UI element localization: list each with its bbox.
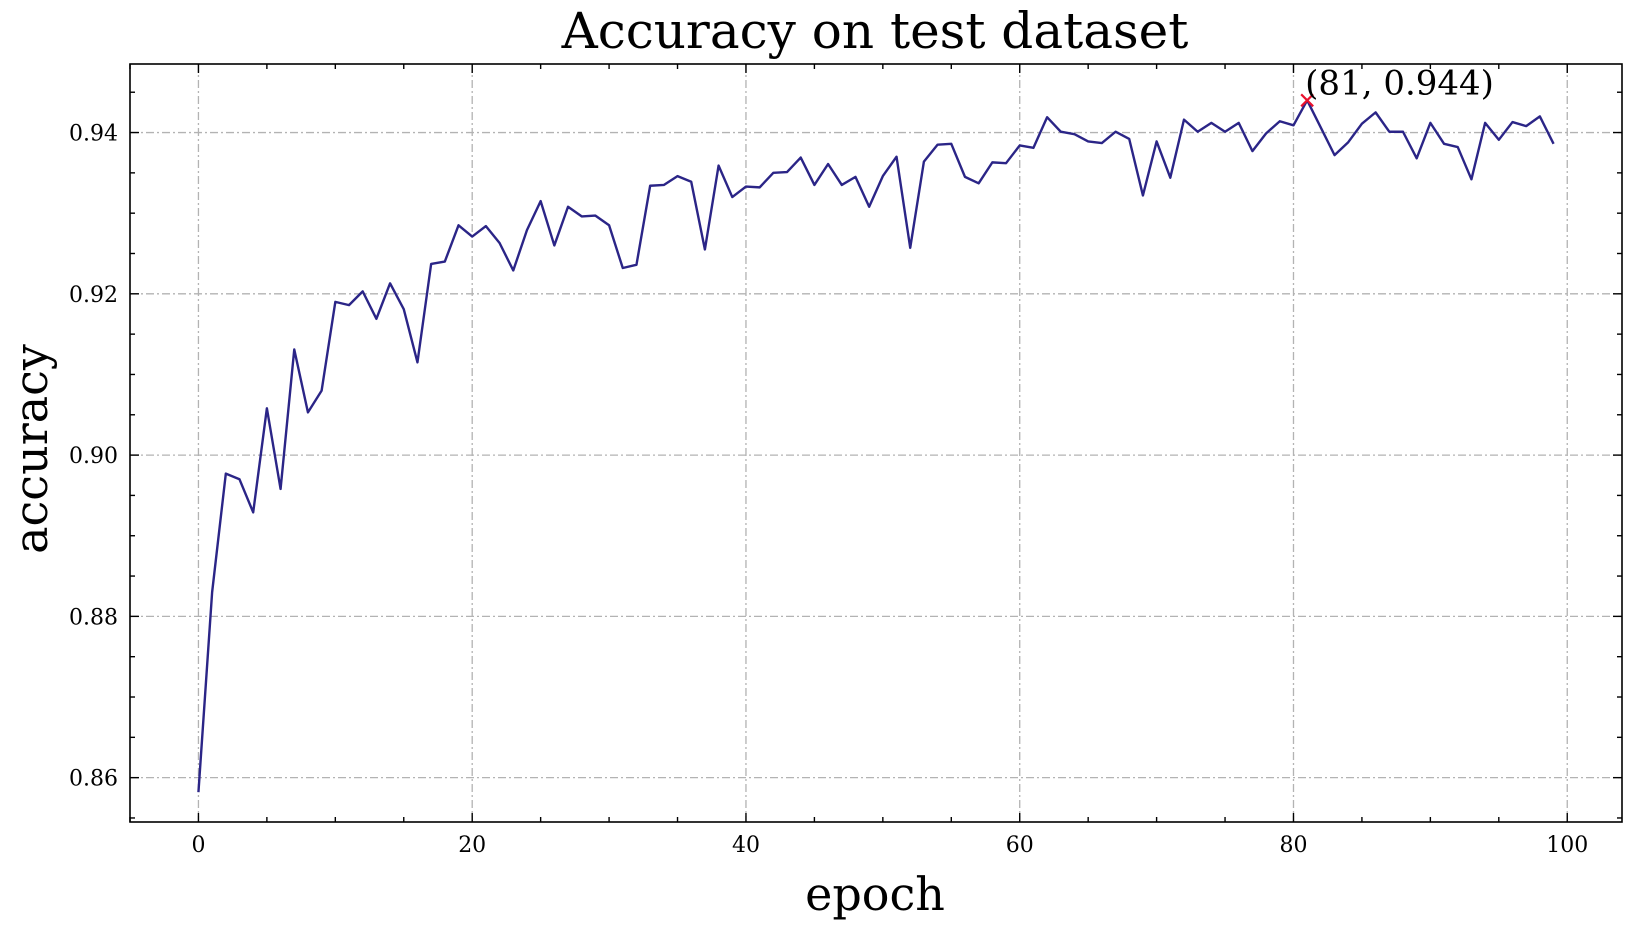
best-accuracy-marker (1300, 93, 1314, 108)
y-tick-label: 0.94 (69, 122, 118, 147)
accuracy-series-line (197, 99, 1555, 793)
y-tick-label: 0.88 (69, 605, 118, 630)
x-tick-label: 60 (1006, 833, 1034, 858)
marker-stroke (1300, 93, 1314, 108)
y-tick-label: 0.90 (69, 444, 118, 469)
best-accuracy-annotation: (81, 0.944) (1305, 63, 1494, 103)
x-tick-label: 80 (1279, 833, 1307, 858)
y-axis-label: accuracy (4, 344, 58, 554)
y-tick-label: 0.92 (69, 283, 118, 308)
plot-frame (129, 63, 1623, 823)
x-tick-label: 0 (191, 833, 205, 858)
chart-title: Accuracy on test dataset (561, 2, 1189, 60)
x-tick-label: 40 (732, 833, 760, 858)
x-tick-label: 20 (458, 833, 486, 858)
x-tick-label: 100 (1546, 833, 1588, 858)
y-tick-label: 0.86 (69, 767, 118, 792)
tick-labels: 0 20 40 60 80 100 0.86 0.88 0.90 0.92 0.94 (69, 122, 1588, 858)
grid-lines (130, 64, 1622, 822)
axis-ticks (129, 64, 1622, 822)
x-axis-label: epoch (805, 867, 945, 921)
